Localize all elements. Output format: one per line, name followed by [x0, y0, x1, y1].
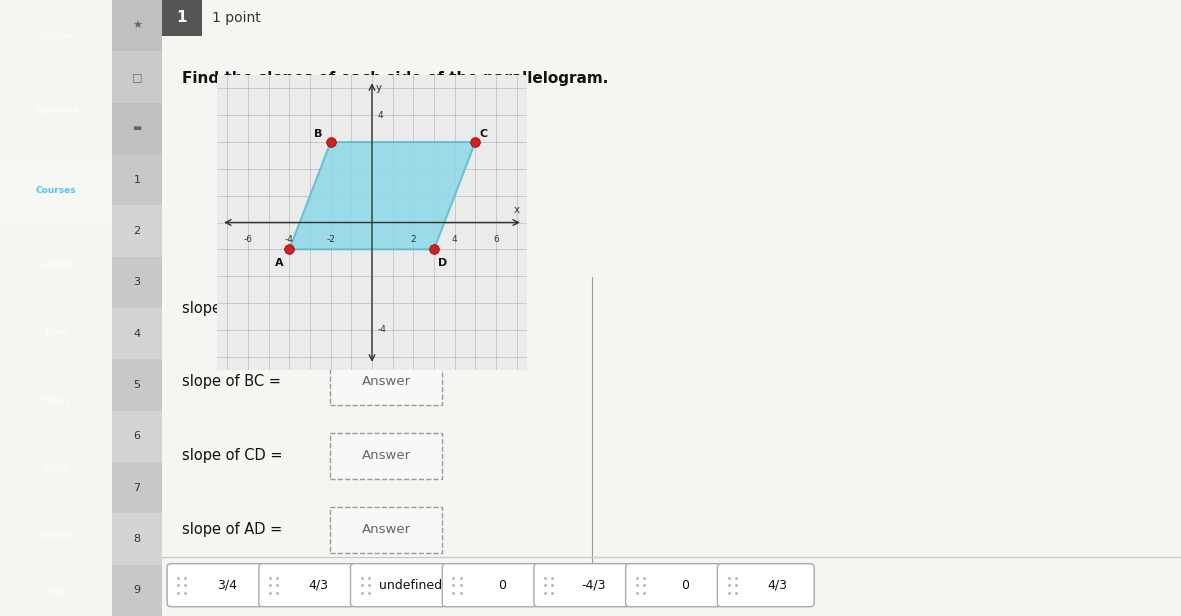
Text: -4: -4: [285, 235, 294, 243]
Text: slope of BC =: slope of BC =: [182, 375, 281, 389]
Text: undefined: undefined: [379, 578, 442, 592]
Text: 2: 2: [411, 235, 416, 243]
Bar: [112, 257, 162, 308]
Text: 0: 0: [498, 578, 505, 592]
Text: -6: -6: [243, 235, 253, 243]
Text: ▬: ▬: [132, 123, 142, 133]
FancyBboxPatch shape: [259, 564, 355, 607]
Text: 1 point: 1 point: [213, 11, 261, 25]
Text: Mastery: Mastery: [39, 532, 73, 540]
Text: 9: 9: [133, 585, 141, 595]
Text: □: □: [132, 72, 142, 82]
Text: 6: 6: [133, 431, 141, 441]
Text: ★: ★: [132, 21, 142, 31]
Text: 4: 4: [133, 329, 141, 339]
Bar: [0, 157, 112, 225]
Bar: [112, 359, 162, 411]
FancyBboxPatch shape: [331, 432, 442, 479]
FancyBboxPatch shape: [717, 564, 814, 607]
Bar: [112, 103, 162, 154]
Text: 3/4: 3/4: [216, 578, 236, 592]
Text: -2: -2: [326, 235, 335, 243]
Text: 1: 1: [177, 10, 188, 25]
Text: Courses: Courses: [35, 187, 77, 195]
Text: Account: Account: [39, 33, 73, 41]
Bar: [112, 411, 162, 462]
FancyBboxPatch shape: [331, 359, 442, 405]
Text: 0: 0: [681, 578, 690, 592]
Bar: [112, 513, 162, 565]
FancyBboxPatch shape: [626, 564, 723, 607]
Text: Find the slopes of each side of the parallelogram.: Find the slopes of each side of the para…: [182, 70, 608, 86]
Text: 6: 6: [494, 235, 498, 243]
Text: Inbox: Inbox: [45, 328, 67, 337]
Text: History: History: [41, 396, 71, 405]
Text: slope of AD =: slope of AD =: [182, 522, 282, 537]
Text: 2: 2: [133, 226, 141, 236]
Text: -4/3: -4/3: [581, 578, 606, 592]
FancyBboxPatch shape: [534, 564, 631, 607]
Bar: [112, 565, 162, 616]
Text: x: x: [514, 205, 520, 216]
FancyBboxPatch shape: [351, 564, 448, 607]
Text: 4/3: 4/3: [308, 578, 328, 592]
Text: 5: 5: [133, 380, 141, 390]
Text: 4: 4: [452, 235, 457, 243]
Text: -4: -4: [377, 325, 386, 334]
Bar: [112, 205, 162, 257]
Bar: [112, 462, 162, 513]
Text: Dashboard: Dashboard: [33, 107, 79, 115]
Text: Help: Help: [46, 587, 66, 596]
Text: D: D: [438, 257, 446, 268]
Text: Answer: Answer: [361, 301, 411, 315]
Text: Calendar: Calendar: [37, 261, 76, 269]
FancyBboxPatch shape: [442, 564, 539, 607]
Bar: [112, 308, 162, 359]
Text: slope of AB=: slope of AB=: [182, 301, 276, 315]
Bar: [112, 0, 162, 51]
Text: C: C: [479, 129, 488, 139]
Text: A: A: [275, 257, 283, 268]
FancyBboxPatch shape: [167, 564, 263, 607]
Polygon shape: [289, 142, 475, 249]
Bar: [112, 154, 162, 205]
FancyBboxPatch shape: [331, 285, 442, 331]
Text: 3: 3: [133, 277, 141, 287]
Text: Answer: Answer: [361, 523, 411, 537]
Text: Studio: Studio: [43, 464, 70, 472]
Text: 7: 7: [133, 483, 141, 493]
Text: 4: 4: [377, 111, 383, 120]
Text: B: B: [314, 129, 322, 139]
Text: slope of CD =: slope of CD =: [182, 448, 283, 463]
Bar: [162, 0, 202, 36]
Text: 4/3: 4/3: [766, 578, 787, 592]
Text: Answer: Answer: [361, 375, 411, 389]
Text: 8: 8: [133, 534, 141, 544]
Text: 1: 1: [133, 175, 141, 185]
Text: Answer: Answer: [361, 449, 411, 463]
Bar: [112, 51, 162, 103]
FancyBboxPatch shape: [331, 506, 442, 553]
Text: y: y: [377, 83, 383, 94]
